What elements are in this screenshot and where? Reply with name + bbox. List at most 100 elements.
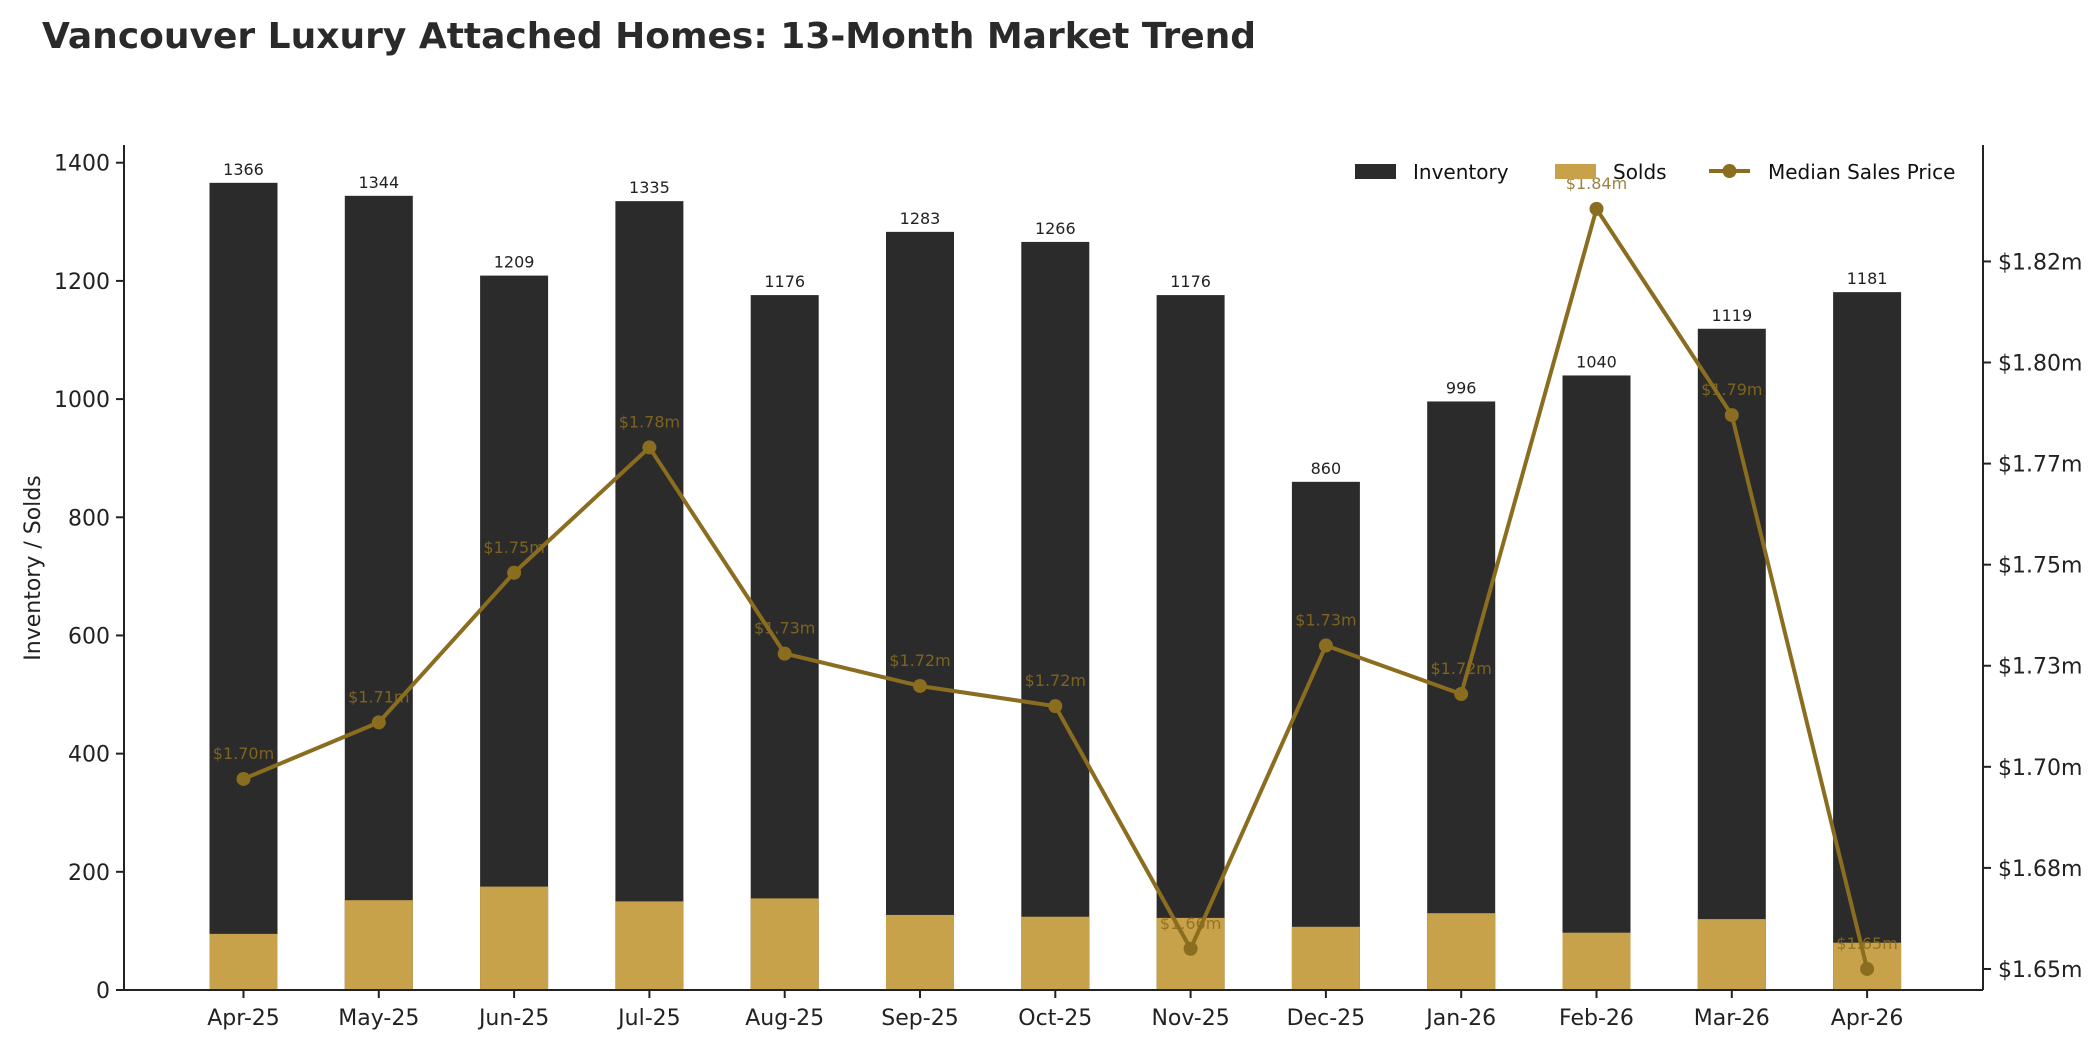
legend: Inventory Solds Median Sales Price: [1355, 160, 1955, 184]
median-price-label: $1.66m: [1160, 914, 1221, 933]
y2-tick-label: $1.73m: [1998, 655, 2082, 680]
solds-bar: [615, 901, 684, 990]
legend-price-label: Median Sales Price: [1768, 160, 1955, 184]
inventory-bar: [209, 182, 278, 990]
median-price-point: [1724, 408, 1739, 423]
x-tick-label: Mar-26: [1694, 1006, 1770, 1031]
inventory-value-label: 1119: [1711, 306, 1752, 325]
y-tick-label: 400: [68, 743, 110, 768]
inventory-value-label: 1335: [629, 178, 670, 197]
median-price-label: $1.75m: [483, 538, 544, 557]
inventory-value-label: 1181: [1847, 269, 1888, 288]
solds-bar: [886, 914, 954, 990]
y2-tick-label: $1.77m: [1998, 453, 2082, 478]
inventory-bar: [1291, 481, 1360, 990]
solds-bar: [480, 886, 549, 990]
median-price-label: $1.71m: [348, 687, 409, 706]
axes-layer: 0 200 400 600 800 1000 1200 1400 $1.65m $1.68m $1.…: [21, 145, 2082, 1031]
median-price-point: [1318, 638, 1333, 653]
y-tick-label: 1400: [54, 152, 110, 177]
inventory-bar: [1697, 328, 1766, 991]
chart-title: Vancouver Luxury Attached Homes: 13-Mont…: [42, 16, 1256, 57]
inventory-value-label: 1344: [358, 173, 399, 192]
inventory-value-label: 1283: [900, 209, 941, 228]
median-price-label: $1.79m: [1701, 380, 1762, 399]
median-price-point: [642, 440, 657, 455]
x-tick-label: Aug-25: [745, 1006, 824, 1031]
legend-inventory-swatch: [1355, 164, 1396, 179]
inventory-bar: [1833, 292, 1902, 990]
x-tick-label: Sep-25: [881, 1006, 958, 1031]
inventory-value-label: 860: [1311, 459, 1342, 478]
inventory-bar: [886, 231, 954, 990]
solds-bar: [1021, 916, 1090, 990]
legend-solds-swatch: [1555, 164, 1596, 179]
inventory-value-label: 1040: [1576, 352, 1617, 371]
solds-bar: [1291, 926, 1360, 990]
y-tick-label: 800: [68, 506, 110, 531]
price-line-layer: $1.70m $1.71m $1.75m $1.78m $1.73m $1.72m $1.7…: [213, 174, 1898, 976]
inventory-bar: [344, 195, 413, 990]
median-price-point: [1454, 687, 1469, 702]
inventory-value-label: 1209: [494, 253, 535, 272]
median-price-point: [1183, 941, 1198, 956]
median-price-point: [1589, 201, 1604, 216]
x-tick-label: Apr-26: [1831, 1006, 1904, 1031]
bar-layer: 1366 1344 1209 1335 1176 1283 1266 1176 860 996 10…: [209, 160, 1902, 991]
y2-tick-label: $1.82m: [1998, 250, 2082, 275]
median-price-label: $1.72m: [889, 651, 950, 670]
median-price-label: $1.72m: [1431, 659, 1492, 678]
y-tick-label: 200: [68, 861, 110, 886]
inventory-bar: [750, 295, 819, 990]
inventory-value-label: 1366: [223, 160, 264, 179]
legend-price-marker: [1722, 164, 1737, 178]
inventory-value-label: 1266: [1035, 219, 1076, 238]
x-tick-label: Apr-25: [207, 1006, 280, 1031]
inventory-value-label: 1176: [764, 272, 805, 291]
median-price-label: $1.72m: [1025, 671, 1086, 690]
y-tick-label: 0: [96, 979, 110, 1004]
median-price-point: [236, 771, 251, 786]
inventory-bar: [1156, 295, 1225, 990]
x-tick-label: Oct-25: [1018, 1006, 1092, 1031]
x-tick-label: Jan-26: [1424, 1006, 1496, 1031]
y-tick-label: 1200: [54, 270, 110, 295]
legend-solds-label: Solds: [1613, 160, 1667, 184]
solds-bar: [1697, 919, 1766, 990]
median-price-point: [777, 646, 792, 661]
y2-tick-label: $1.68m: [1998, 857, 2082, 882]
solds-bar: [1562, 932, 1631, 990]
median-price-point: [1860, 961, 1875, 976]
x-tick-label: Dec-25: [1287, 1006, 1366, 1031]
median-price-label: $1.73m: [1295, 611, 1356, 630]
median-price-label: $1.73m: [754, 619, 815, 638]
x-tick-label: Nov-25: [1151, 1006, 1229, 1031]
inventory-value-label: 996: [1446, 378, 1477, 397]
x-tick-label: Jul-25: [616, 1006, 680, 1031]
inventory-value-label: 1176: [1170, 272, 1211, 291]
y-tick-label: 1000: [54, 388, 110, 413]
inventory-bar: [615, 201, 684, 991]
inventory-bar: [480, 275, 549, 990]
inventory-bar: [1021, 241, 1090, 991]
legend-inventory-label: Inventory: [1413, 160, 1509, 184]
median-price-point: [507, 565, 522, 580]
median-price-point: [1048, 699, 1063, 714]
solds-bar: [750, 898, 819, 990]
inventory-bar: [1562, 375, 1631, 990]
x-tick-label: May-25: [338, 1006, 419, 1031]
y2-tick-label: $1.80m: [1998, 352, 2082, 377]
median-price-label: $1.78m: [619, 412, 680, 431]
solds-bar: [209, 933, 278, 990]
median-price-point: [913, 678, 927, 693]
solds-bar: [1427, 913, 1496, 990]
solds-bar: [344, 900, 413, 990]
y2-tick-label: $1.70m: [1998, 756, 2082, 781]
y2-tick-label: $1.75m: [1998, 554, 2082, 579]
y2-tick-label: $1.65m: [1998, 958, 2082, 983]
median-price-point: [371, 715, 386, 730]
median-price-label: $1.65m: [1836, 934, 1897, 953]
median-price-label: $1.70m: [213, 744, 274, 763]
y-tick-label: 600: [68, 624, 110, 649]
